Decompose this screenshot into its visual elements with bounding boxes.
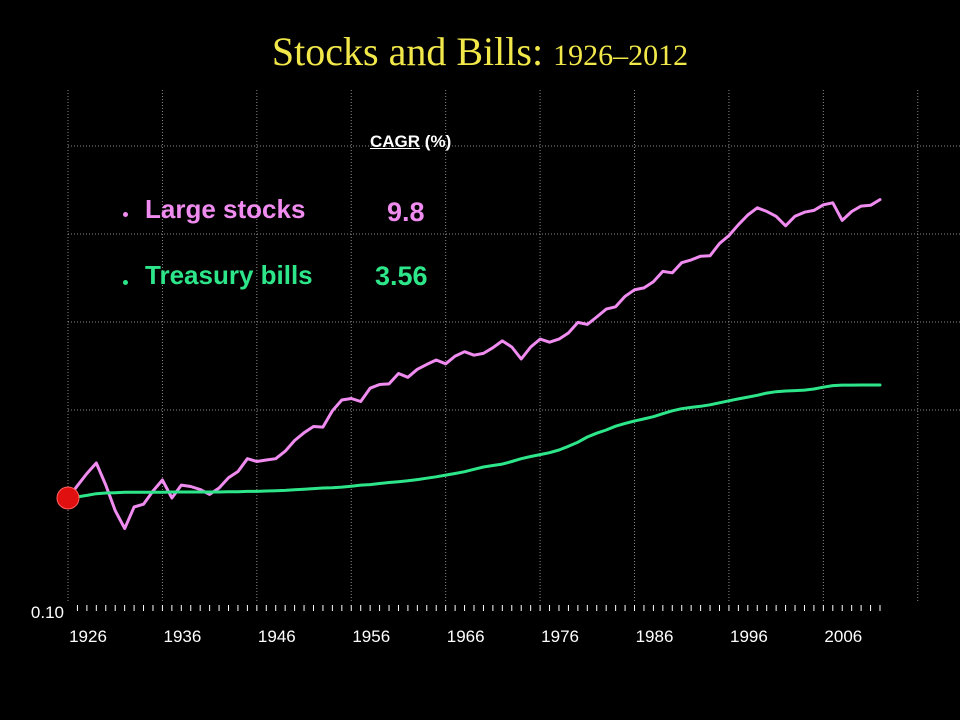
cagr-label: CAGR [370, 132, 421, 151]
x-tick-label: 2006 [824, 627, 862, 646]
cagr-header: CAGR (%) [370, 132, 451, 152]
cagr-unit: (%) [424, 132, 452, 151]
series-layer [66, 198, 882, 530]
marker-layer [56, 486, 80, 510]
legend-bullet-bills [123, 280, 128, 285]
x-tick-label: 1986 [636, 627, 674, 646]
legend-value-stocks: 9.8 [387, 197, 425, 227]
start-marker [56, 486, 80, 510]
y-tick-label: 0.10 [31, 603, 64, 622]
legend-label-stocks: Large stocks [145, 194, 306, 224]
legend-label-bills: Treasury bills [145, 260, 313, 290]
x-tick-label: 1926 [69, 627, 107, 646]
series-line-treasury-bills [66, 383, 882, 500]
page-title: Stocks and Bills: 1926–2012 [0, 28, 960, 75]
x-tick-label: 1946 [258, 627, 296, 646]
series-line-large-stocks [66, 198, 882, 530]
x-tick-label: 1976 [541, 627, 579, 646]
grid [67, 90, 960, 602]
x-tick-label: 1936 [164, 627, 202, 646]
x-tick-label: 1996 [730, 627, 768, 646]
legend-value-bills: 3.56 [375, 261, 428, 291]
x-tick-label: 1956 [352, 627, 390, 646]
title-span: 1926–2012 [553, 39, 689, 72]
legend-bullet-stocks [123, 212, 128, 217]
x-tick-label: 1966 [447, 627, 485, 646]
x-axis: 1926 1936 1946 1956 1966 1976 1986 1996 2006 0.10 [31, 603, 881, 646]
title-main: Stocks and Bills: [271, 29, 544, 74]
